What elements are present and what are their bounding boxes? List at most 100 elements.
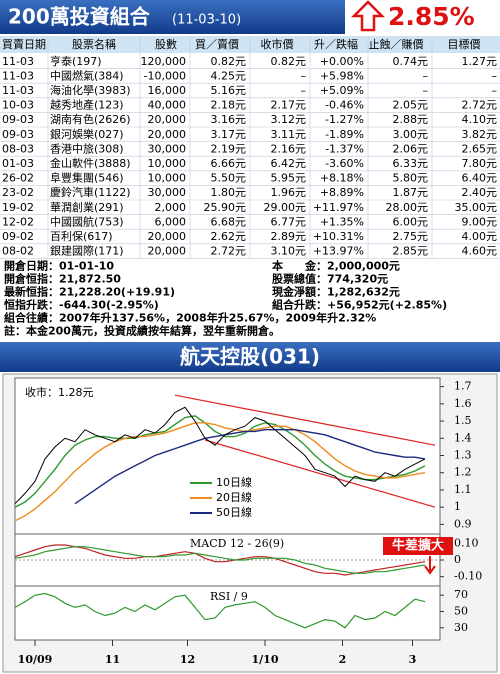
table-cell: 120,000 bbox=[141, 55, 187, 68]
table-cell: 09-03 bbox=[2, 128, 34, 141]
table-cell: 2.62元 bbox=[211, 230, 247, 243]
table-cell: 3.12元 bbox=[271, 113, 307, 126]
table-cell: 25.90元 bbox=[204, 201, 247, 214]
table-cell: 亨泰(197) bbox=[50, 54, 102, 68]
table-cell: 09-03 bbox=[2, 113, 34, 126]
table-cell: 1.96元 bbox=[271, 186, 307, 199]
y-tick-label: 1.7 bbox=[454, 380, 472, 393]
table-cell: 6.42元 bbox=[271, 157, 307, 170]
table-cell: 2.65元 bbox=[462, 142, 498, 155]
table-cell: 4.00元 bbox=[462, 230, 498, 243]
column-header: 升／跌幅 bbox=[314, 37, 358, 51]
table-cell: -3.60% bbox=[325, 157, 364, 170]
table-cell: 越秀地產(123) bbox=[50, 98, 124, 112]
table-cell: 0.82元 bbox=[271, 55, 307, 68]
table-cell: 6.33元 bbox=[393, 157, 429, 170]
table-cell: – bbox=[301, 84, 307, 97]
x-tick-label: 3 bbox=[409, 653, 417, 666]
x-tick-label: 2 bbox=[339, 653, 347, 666]
table-cell: 慶鈴汽車(1122) bbox=[50, 185, 131, 199]
table-cell: +13.97% bbox=[313, 245, 364, 258]
table-cell: 5.95元 bbox=[271, 172, 307, 185]
table-cell: 2,000 bbox=[155, 201, 187, 214]
y-tick-label: 1.6 bbox=[454, 397, 472, 410]
header-subtitle: (11-03-10) bbox=[172, 13, 241, 28]
table-cell: 4.10元 bbox=[462, 113, 498, 126]
x-tick-label: 10/09 bbox=[18, 653, 53, 666]
chart-title-bar bbox=[0, 342, 500, 372]
table-cell: 19-02 bbox=[2, 201, 34, 214]
summary-left: 開倉恒指：21,872.50 bbox=[4, 271, 121, 285]
summary-note: 組合往績：2007年升137.56%，2008年升25.67%，2009年升2.… bbox=[4, 310, 376, 324]
ma-line bbox=[74, 429, 426, 505]
y-tick-label: 0.9 bbox=[454, 517, 472, 530]
column-header: 買賣日期 bbox=[2, 37, 46, 51]
header-change: 2.85% bbox=[388, 2, 475, 31]
summary-right: 現金淨額：1,282,632元 bbox=[272, 284, 400, 298]
table-cell: – bbox=[492, 69, 498, 82]
summary-note: 註：本金200萬元，投資成績按年結算，翌年重新開倉。 bbox=[4, 323, 280, 337]
table-cell: 10-03 bbox=[2, 99, 34, 112]
table-cell: 16,000 bbox=[148, 84, 187, 97]
table-cell: 1.80元 bbox=[211, 186, 247, 199]
table-cell: 1.87元 bbox=[393, 186, 429, 199]
trend-line bbox=[174, 394, 436, 446]
table-cell: 5.16元 bbox=[211, 84, 247, 97]
macd-label: MACD 12 - 26(9) bbox=[190, 537, 284, 550]
table-cell: 23-02 bbox=[2, 186, 34, 199]
x-tick-label: 11 bbox=[105, 653, 120, 666]
table-cell: +5.98% bbox=[320, 69, 364, 82]
table-cell: 4.25元 bbox=[211, 69, 247, 82]
table-cell: 0.74元 bbox=[393, 55, 429, 68]
table-cell: 29.00元 bbox=[264, 201, 307, 214]
table-cell: 7.80元 bbox=[462, 157, 498, 170]
y-tick-label: 0.10 bbox=[454, 536, 479, 549]
column-header: 收市價 bbox=[261, 37, 294, 51]
table-cell: 2.89元 bbox=[271, 230, 307, 243]
table-cell: 20,000 bbox=[148, 245, 187, 258]
table-cell: 08-03 bbox=[2, 142, 34, 155]
table-cell: 20,000 bbox=[148, 230, 187, 243]
table-cell: 3.17元 bbox=[211, 128, 247, 141]
legend-label: 10日線 bbox=[216, 475, 252, 489]
table-cell: -0.46% bbox=[325, 99, 364, 112]
table-cell: +10.31% bbox=[313, 230, 364, 243]
table-cell: +0.00% bbox=[320, 55, 364, 68]
rsi-label: RSI / 9 bbox=[210, 590, 248, 603]
x-tick-label: 1/10 bbox=[252, 653, 279, 666]
table-cell: 6,000 bbox=[155, 215, 187, 228]
table-cell: 6.66元 bbox=[211, 157, 247, 170]
table-cell: 20,000 bbox=[148, 128, 187, 141]
annotation-box bbox=[383, 537, 453, 555]
summary-left: 恒指升跌：-644.30(-2.95%) bbox=[4, 297, 159, 311]
column-header: 股票名稱 bbox=[72, 37, 116, 51]
y-tick-label: 30 bbox=[454, 621, 468, 634]
trend-line bbox=[204, 439, 436, 508]
column-header: 目標價 bbox=[448, 37, 481, 51]
summary-left: 最新恒指：21,228.20(+19.91) bbox=[4, 284, 175, 298]
column-header: 買／賣價 bbox=[195, 37, 239, 51]
table-cell: 金山軟件(3888) bbox=[50, 156, 131, 170]
table-cell: 2.19元 bbox=[211, 142, 247, 155]
table-cell: 6.77元 bbox=[271, 215, 307, 228]
table-cell: 5.50元 bbox=[211, 172, 247, 185]
header-title: 200萬投資組合 bbox=[8, 5, 151, 29]
table-cell: 20,000 bbox=[148, 113, 187, 126]
table-cell: – bbox=[492, 84, 498, 97]
y-tick-label: 50 bbox=[454, 604, 468, 617]
table-cell: 26-02 bbox=[2, 172, 34, 185]
table-cell: 11-03 bbox=[2, 69, 34, 82]
table-cell: 阜豐集團(546) bbox=[50, 171, 124, 185]
y-tick-label: 1.4 bbox=[454, 431, 472, 444]
table-cell: -1.89% bbox=[325, 128, 364, 141]
table-cell: 2.88元 bbox=[393, 113, 429, 126]
table-cell: 1.27元 bbox=[462, 55, 498, 68]
y-tick-label: 1.5 bbox=[454, 414, 472, 427]
rsi-line bbox=[14, 592, 426, 629]
table-cell: 12-02 bbox=[2, 215, 34, 228]
ma-line bbox=[14, 415, 426, 508]
y-tick-label: -0.10 bbox=[454, 570, 482, 583]
legend-label: 50日線 bbox=[216, 505, 252, 519]
